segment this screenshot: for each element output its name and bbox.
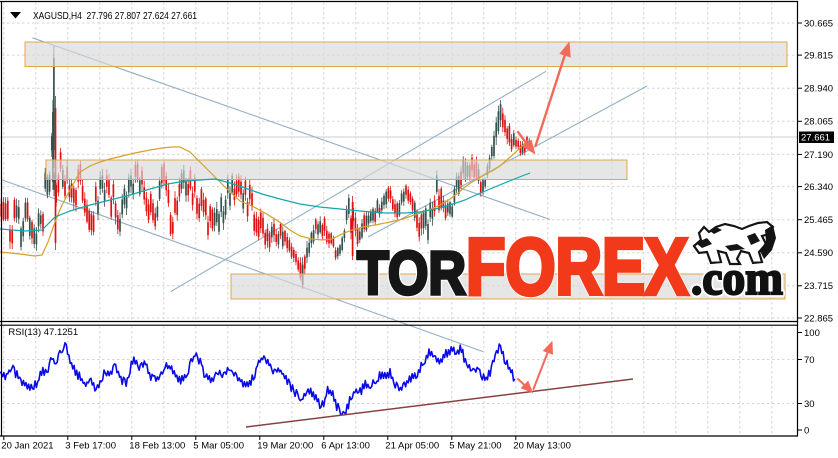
svg-text:27.190: 27.190 bbox=[804, 150, 833, 161]
svg-text:29.815: 29.815 bbox=[804, 51, 833, 62]
svg-text:25.465: 25.465 bbox=[804, 215, 833, 226]
svg-text:20 May 13:00: 20 May 13:00 bbox=[513, 441, 571, 452]
svg-text:FOREX: FOREX bbox=[466, 222, 688, 311]
svg-text:28.940: 28.940 bbox=[804, 84, 833, 95]
svg-text:RSI(13) 47.1251: RSI(13) 47.1251 bbox=[8, 327, 78, 338]
svg-text:5 May 21:00: 5 May 21:00 bbox=[449, 441, 501, 452]
svg-text:20 Jan 2021: 20 Jan 2021 bbox=[1, 441, 53, 452]
svg-text:24.590: 24.590 bbox=[804, 248, 833, 259]
svg-text:3 Feb 17:00: 3 Feb 17:00 bbox=[65, 441, 116, 452]
svg-text:30: 30 bbox=[804, 399, 815, 410]
svg-text:22.865: 22.865 bbox=[804, 313, 833, 324]
svg-text:100: 100 bbox=[804, 328, 820, 339]
svg-text:30.665: 30.665 bbox=[804, 18, 833, 29]
svg-text:5 Mar 05:00: 5 Mar 05:00 bbox=[193, 441, 244, 452]
svg-text:21 Apr 05:00: 21 Apr 05:00 bbox=[385, 441, 439, 452]
svg-text:.com: .com bbox=[691, 252, 783, 305]
svg-text:0: 0 bbox=[804, 426, 809, 437]
svg-text:19 Mar 20:00: 19 Mar 20:00 bbox=[257, 441, 313, 452]
svg-text:TOR: TOR bbox=[357, 239, 466, 307]
svg-text:XAGUSD,H4 27.796 27.807 27.62: XAGUSD,H4 27.796 27.807 27.624 27.661 bbox=[33, 11, 197, 22]
svg-text:27.661: 27.661 bbox=[801, 133, 830, 144]
svg-text:26.340: 26.340 bbox=[804, 182, 833, 193]
svg-text:70: 70 bbox=[804, 355, 815, 366]
svg-text:28.065: 28.065 bbox=[804, 117, 833, 128]
svg-text:18 Feb 13:00: 18 Feb 13:00 bbox=[129, 441, 185, 452]
svg-text:TOR: TOR bbox=[357, 239, 466, 307]
svg-text:23.715: 23.715 bbox=[804, 281, 833, 292]
svg-text:FOREX: FOREX bbox=[466, 222, 688, 311]
svg-text:6 Apr 13:00: 6 Apr 13:00 bbox=[321, 441, 370, 452]
